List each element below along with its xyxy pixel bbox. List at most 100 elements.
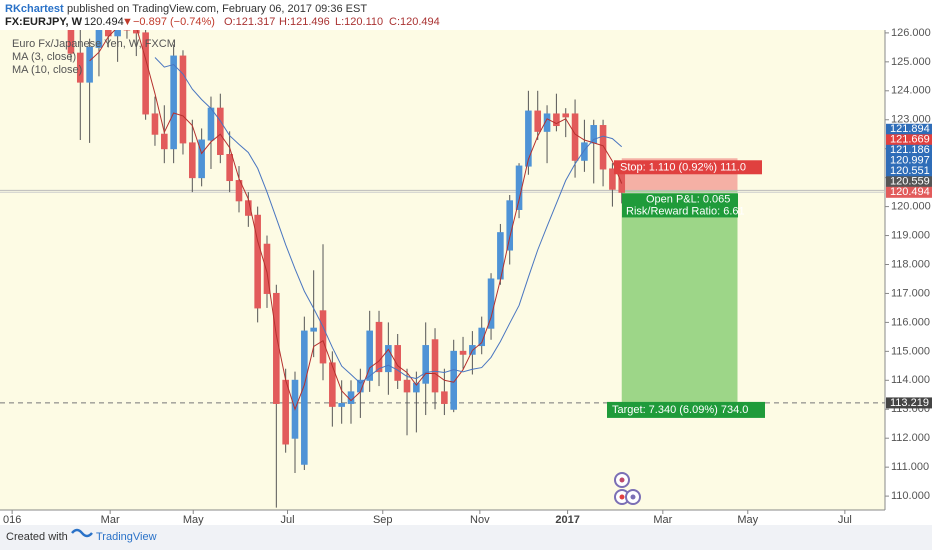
candle-body <box>487 278 495 329</box>
candle-body <box>226 153 233 182</box>
candle-body <box>310 327 317 332</box>
candle-body <box>95 30 103 48</box>
candle-body <box>282 379 289 445</box>
price-badge <box>886 165 932 177</box>
y-tick-label: 118.000 <box>891 258 930 270</box>
logo <box>71 528 93 538</box>
candle-body <box>347 391 355 404</box>
footer-created: Created with <box>6 531 68 543</box>
candle-body <box>263 243 271 294</box>
candle-body <box>534 110 542 132</box>
price-badge-label: 121.894 <box>890 123 930 135</box>
candle-body <box>114 30 121 37</box>
candle-body <box>543 113 551 132</box>
price-badge-label: 120.494 <box>890 186 930 198</box>
price-badge-label: 121.186 <box>890 144 930 156</box>
arrow: ▼ <box>122 16 133 28</box>
price-badge-label: 120.551 <box>890 165 930 177</box>
price-badge-label: 120.997 <box>890 155 930 167</box>
candle-body <box>76 52 84 83</box>
legend-symbol: Euro Fx/Japanese Yen, W, FXCM <box>12 38 176 50</box>
y-tick-label: 123.000 <box>891 114 931 126</box>
price-badge <box>886 176 932 188</box>
footer-bar <box>0 525 932 550</box>
candle-body <box>609 168 616 190</box>
candle-body <box>506 200 514 251</box>
candle-body <box>161 133 168 150</box>
candle-body <box>319 310 327 364</box>
y-tick-label: 114.000 <box>891 374 930 386</box>
y-tick-label: 117.000 <box>891 287 930 299</box>
last-price: 120.494 <box>84 16 124 28</box>
candle-body <box>338 402 345 407</box>
candle-body <box>459 350 467 355</box>
stop-label: Stop: 1.110 (0.92%) 111.0 <box>620 162 746 174</box>
candle-body <box>590 125 598 144</box>
candle-body <box>571 113 579 161</box>
price-badge <box>886 144 932 156</box>
target-box <box>607 401 765 418</box>
y-tick-label: 110.000 <box>891 490 930 502</box>
symbol: FX:EURJPY, W <box>5 16 83 28</box>
candle-body <box>525 110 532 167</box>
pnl-label: Open P&L: 0.065 <box>646 193 730 205</box>
candle-body <box>235 180 243 202</box>
candle-body <box>366 330 373 381</box>
author[interactable]: RKchartest <box>5 3 64 15</box>
candle-body <box>132 30 140 34</box>
candle-body <box>375 321 383 373</box>
y-tick-label: 115.000 <box>891 345 930 357</box>
stop-box <box>614 160 762 175</box>
x-tick-label: May <box>183 514 204 526</box>
legend-indicator: MA (3, close) <box>12 51 76 63</box>
price-badge-label: 121.669 <box>890 134 930 146</box>
footer-brand[interactable]: TradingView <box>96 531 157 543</box>
candle-body <box>450 350 458 410</box>
candle-body <box>441 391 448 404</box>
candle-body <box>207 107 215 141</box>
y-tick-label: 116.000 <box>891 316 930 328</box>
x-tick-label: 016 <box>3 514 21 526</box>
y-tick-label: 125.000 <box>891 56 931 68</box>
candle-body <box>142 32 149 115</box>
x-tick-label: Nov <box>470 514 490 526</box>
open: O:121.317 <box>224 16 275 28</box>
price-badge-label: 120.559 <box>890 176 930 188</box>
change: −0.897 (−0.74%) <box>133 16 215 28</box>
target-label: Target: 7.340 (6.09%) 734.0 <box>612 404 748 416</box>
rr-label: Risk/Reward Ratio: 6.61 <box>626 205 745 217</box>
y-tick-label: 124.000 <box>891 85 931 97</box>
candle-body <box>189 142 196 179</box>
candle-body <box>273 292 280 404</box>
candle-body <box>198 139 205 179</box>
candle-body <box>86 46 93 83</box>
candle-body <box>301 330 308 465</box>
low: L:120.110 <box>335 16 383 28</box>
y-tick-label: 120.000 <box>891 201 931 213</box>
candle-body <box>394 345 401 381</box>
candle-body <box>329 362 336 407</box>
candle-body <box>431 339 439 393</box>
moving-average <box>154 57 623 384</box>
candle-body <box>151 113 159 135</box>
x-tick-label: May <box>737 514 758 526</box>
candle-body <box>179 55 187 144</box>
reward-zone <box>621 190 738 403</box>
price-badge <box>886 155 932 167</box>
moving-average <box>89 30 623 411</box>
candle-body <box>413 382 420 393</box>
price-badge <box>886 186 932 198</box>
candle-body <box>217 107 224 155</box>
candle-body <box>478 327 486 347</box>
candle-body <box>67 30 75 54</box>
x-tick-label: Jul <box>838 514 852 526</box>
high: H:121.496 <box>279 16 330 28</box>
x-tick-label: Mar <box>101 514 120 526</box>
pnl-box <box>622 193 738 218</box>
candle-body <box>553 113 560 127</box>
candle-body <box>562 113 570 118</box>
published: published on TradingView.com, February 0… <box>67 3 367 15</box>
x-tick-label: Jul <box>281 514 295 526</box>
candle-body <box>403 379 411 393</box>
